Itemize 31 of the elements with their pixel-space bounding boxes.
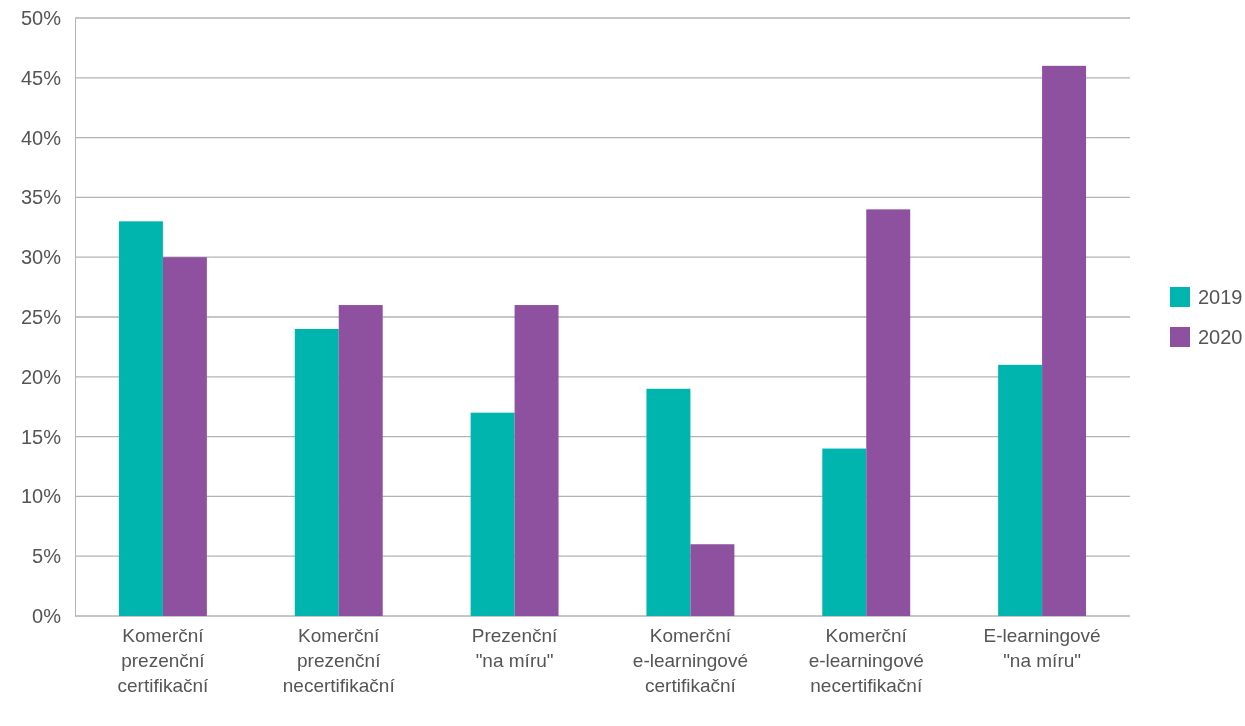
y-tick-label: 40% <box>20 126 62 149</box>
bar <box>470 412 515 616</box>
y-tick-label: 50% <box>20 6 62 29</box>
bar <box>514 305 559 616</box>
x-tick-label: Prezenční "na míru" <box>471 625 559 671</box>
x-tick-label: Komerční prezenční necertifikační <box>282 625 396 696</box>
bar <box>118 221 163 616</box>
y-tick-label: 45% <box>20 66 62 89</box>
legend-label: 2019 <box>1198 286 1243 308</box>
bar <box>690 544 735 616</box>
y-tick-label: 30% <box>20 246 62 269</box>
x-tick-label: E-learningové "na míru" <box>983 625 1101 671</box>
y-tick-label: 5% <box>32 545 62 568</box>
legend-label: 2020 <box>1198 326 1243 348</box>
y-tick-label: 20% <box>20 365 62 388</box>
bar <box>822 448 867 616</box>
bar <box>646 388 691 616</box>
y-tick-label: 0% <box>32 604 62 627</box>
bar <box>998 364 1043 616</box>
x-tick-label: Komerční e-learningové certifikační <box>632 625 748 696</box>
bar <box>162 257 207 616</box>
y-tick-label: 25% <box>20 305 62 328</box>
x-tick-label: Komerční e-learningové necertifikační <box>808 625 924 696</box>
x-tick-label: Komerční prezenční certifikační <box>117 625 210 696</box>
bar <box>1042 65 1087 616</box>
y-tick-label: 10% <box>20 485 62 508</box>
bar <box>866 209 911 616</box>
y-tick-label: 35% <box>20 186 62 209</box>
bar <box>338 305 383 616</box>
bar <box>294 328 339 616</box>
y-tick-label: 15% <box>20 425 62 448</box>
